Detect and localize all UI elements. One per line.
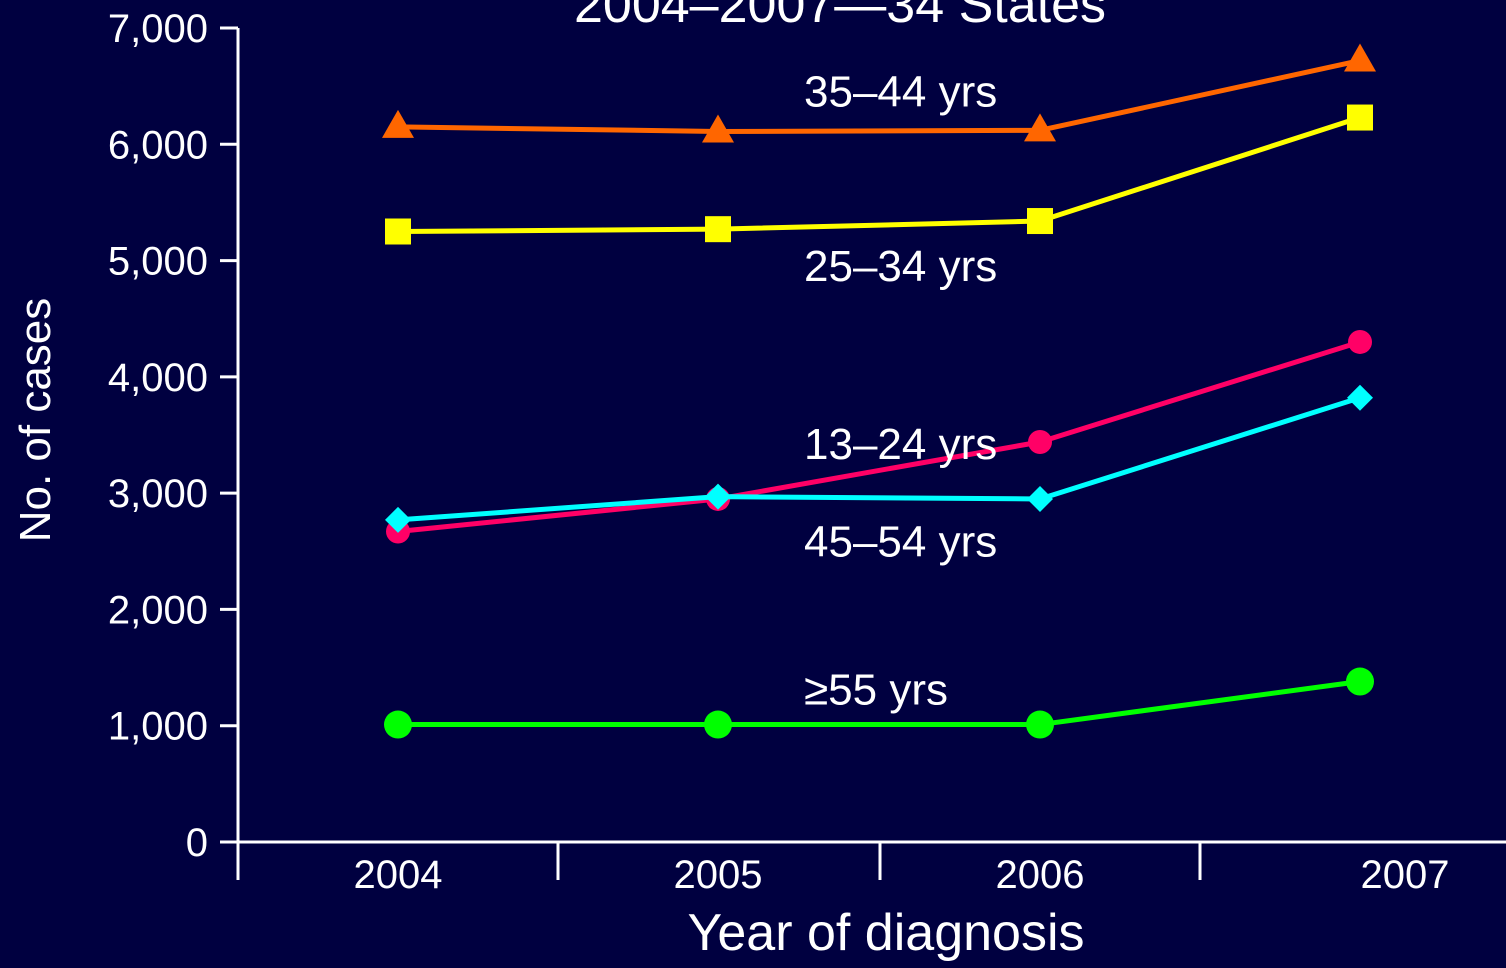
data-point-circle [1346,667,1374,696]
data-point-square [1027,208,1053,235]
data-point-square [705,216,731,243]
data-point-circle [384,710,412,739]
x-tick-label: 2007 [1361,853,1450,897]
series-line [397,115,1361,234]
data-point-diamond [1347,384,1373,411]
y-tick-label: 4,000 [108,356,208,400]
x-axis-title: Year of diagnosis [687,904,1084,962]
data-point-diamond [705,483,731,510]
axes: 0 1,000 2,000 3,000 4,000 5,000 6,000 7,000 2004… [108,7,1506,897]
y-tick-label: 3,000 [108,472,208,516]
x-tick-label: 2006 [996,853,1085,897]
series-group [382,43,1376,143]
data-point-square [385,218,411,245]
series-label: ≥55 yrs [804,666,948,715]
series-group [385,384,1373,533]
data-point-circle [704,710,732,739]
data-point-circle [1026,710,1054,739]
series-line [398,679,1361,728]
series-layer [382,43,1376,739]
y-tick-label: 2,000 [108,588,208,632]
series-label: 25–34 yrs [804,242,997,291]
data-point-square [1347,104,1373,131]
y-tick-label: 0 [186,821,208,865]
data-point-circle [1348,329,1372,354]
series-label: 45–54 yrs [804,518,997,567]
y-tick-label: 1,000 [108,705,208,749]
series-labels: 35–44 yrs 25–34 yrs 13–24 yrs 45–54 yrs ≥55 … [804,67,997,714]
y-tick-label: 6,000 [108,123,208,167]
data-point-circle [1028,429,1052,454]
series-label: 13–24 yrs [804,420,997,469]
x-tick-label: 2005 [674,853,763,897]
series-line [397,395,1361,523]
series-group [385,104,1373,245]
data-point-triangle [382,109,414,138]
y-axis-title: No. of cases [11,298,60,543]
data-point-triangle [702,114,734,143]
x-tick-label: 2004 [354,853,443,897]
data-point-triangle [1344,43,1376,72]
data-point-diamond [1027,485,1053,512]
data-point-diamond [385,506,411,533]
y-tick-label: 7,000 [108,7,208,51]
series-line [397,58,1361,134]
data-point-triangle [1024,113,1056,142]
chart-title: 2004–2007—34 States [574,0,1106,34]
series-group [384,667,1374,739]
y-tick-label: 5,000 [108,240,208,284]
series-label: 35–44 yrs [804,67,997,116]
series-line [397,339,1361,535]
